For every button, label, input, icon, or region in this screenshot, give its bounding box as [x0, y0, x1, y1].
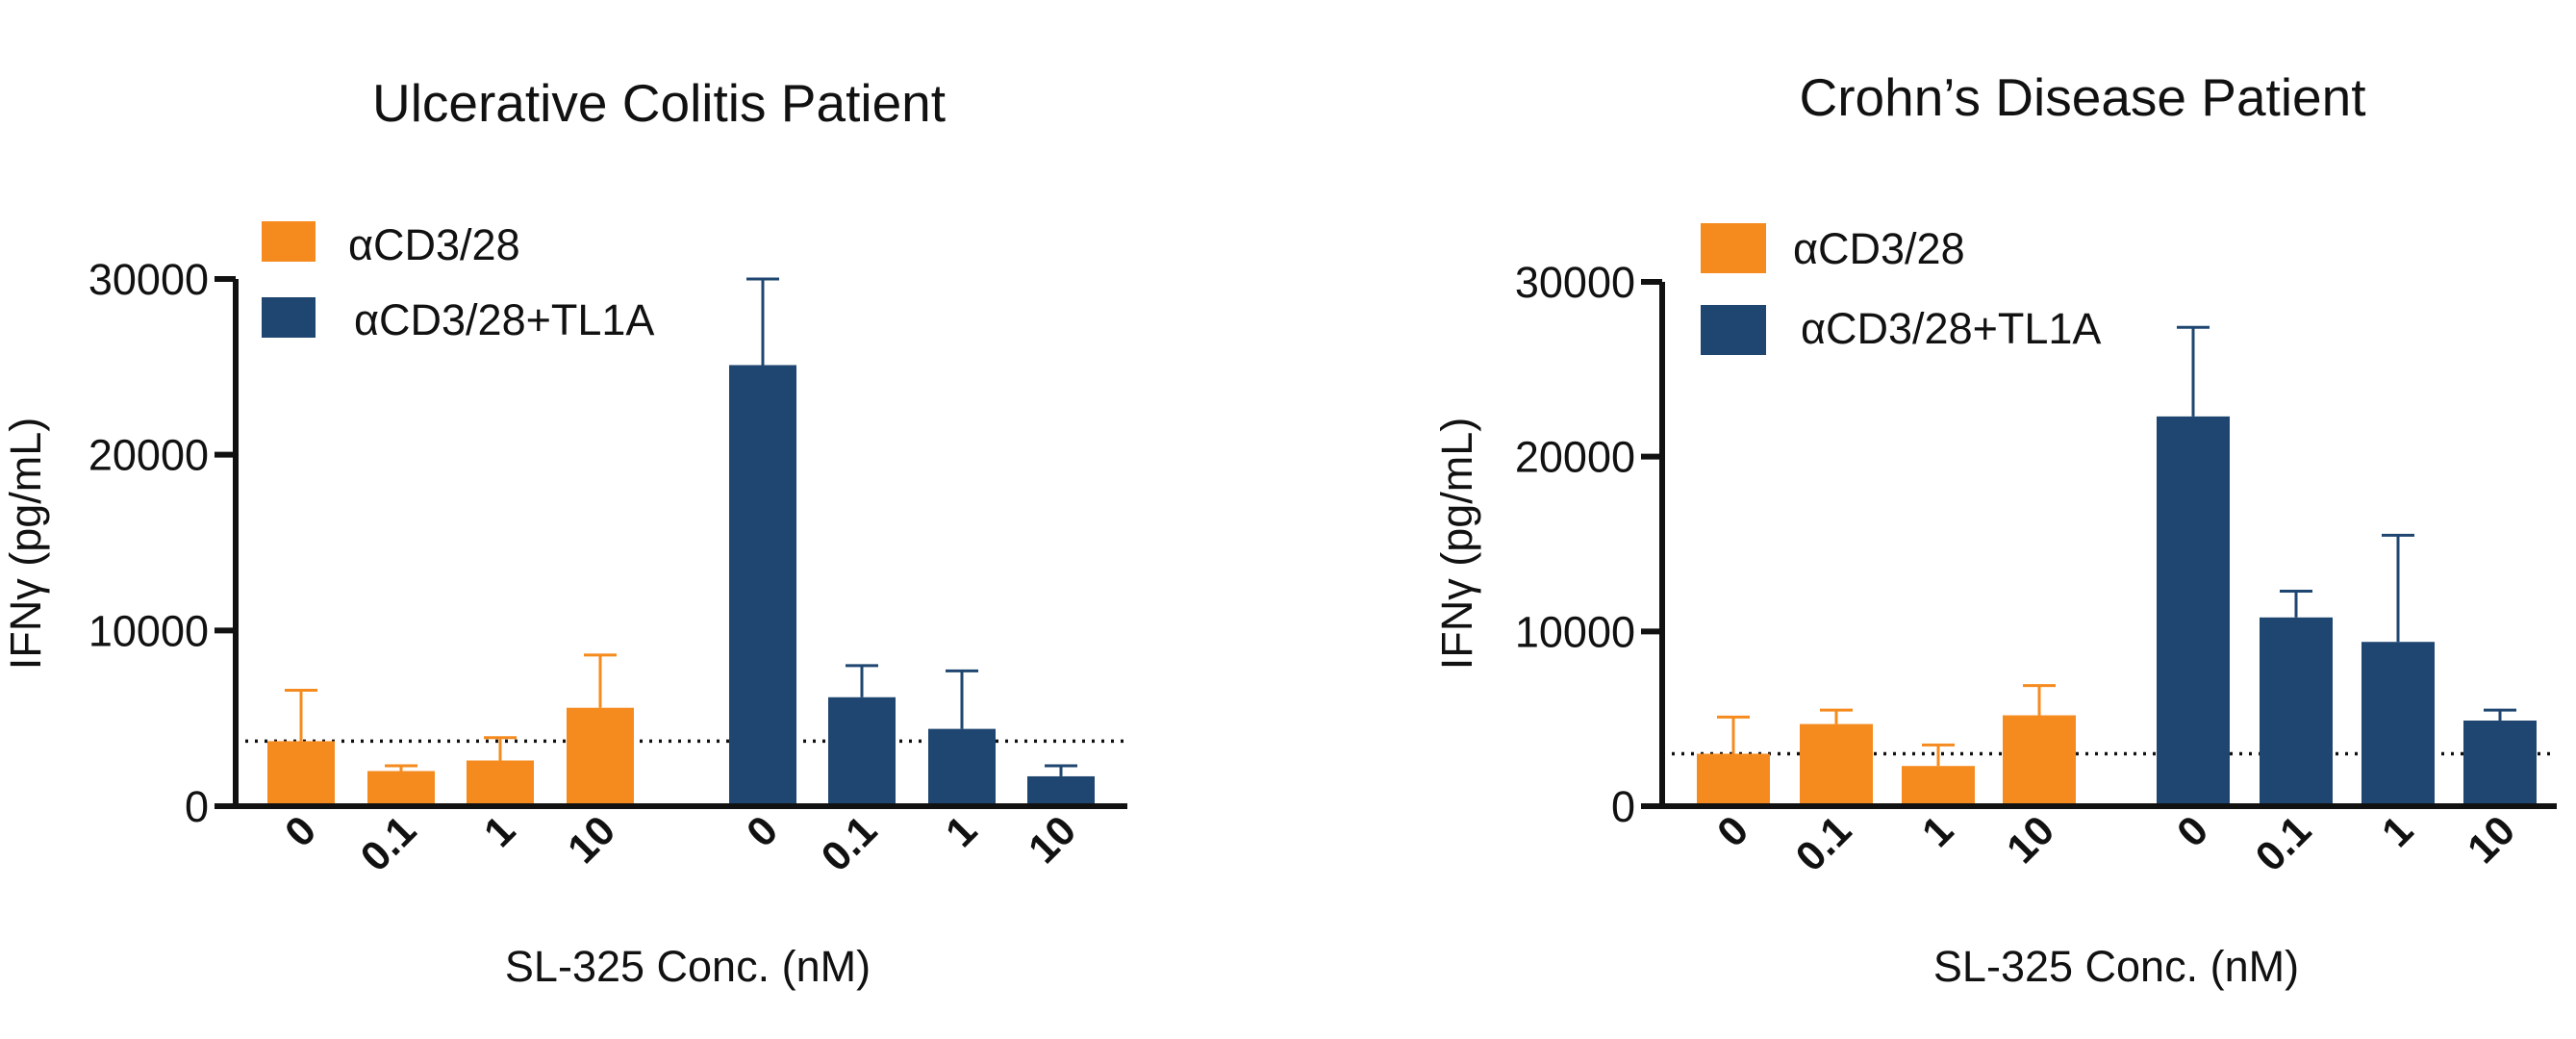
y-tick-label: 30000 [1515, 258, 1635, 307]
chart-panel-crohns-disease: Crohn’s Disease Patient IFNγ (pg/mL) SL-… [1432, 67, 2557, 991]
x-tick-label: 1 [1913, 807, 1962, 856]
y-tick-label: 30000 [88, 255, 209, 304]
y-tick-label: 0 [1611, 782, 1635, 831]
legend-swatch [262, 297, 316, 338]
x-tick-label: 1 [937, 807, 986, 856]
legend-item: αCD3/28 [262, 220, 520, 269]
x-tick-label: 10 [1998, 807, 2063, 873]
bar [1697, 753, 1770, 806]
chart-panel-ulcerative-colitis: Ulcerative Colitis Patient IFNγ (pg/mL) … [1, 73, 1127, 991]
bar [267, 741, 335, 806]
bar [567, 707, 634, 806]
x-axis-label: SL-325 Conc. (nM) [1933, 942, 2299, 991]
y-tick-label: 20000 [88, 431, 209, 480]
bar [2260, 617, 2333, 806]
y-axis-label: IFNγ (pg/mL) [1432, 418, 1481, 671]
legend-swatch [262, 221, 316, 262]
legend-swatch [1701, 305, 1766, 355]
bar [729, 365, 796, 806]
x-tick-label: 10 [2459, 807, 2524, 873]
y-axis-label: IFNγ (pg/mL) [1, 418, 50, 671]
x-tick-label: 0.1 [1787, 807, 1860, 880]
bar [1800, 723, 1873, 806]
legend-label: αCD3/28 [1793, 224, 1965, 273]
bar [928, 728, 996, 806]
x-tick-label: 0.1 [813, 807, 886, 880]
bar [1902, 766, 1975, 806]
bar [367, 771, 435, 806]
legend-label: αCD3/28+TL1A [1801, 304, 2101, 353]
y-tick-label: 10000 [1515, 607, 1635, 656]
x-tick-label: 10 [559, 807, 624, 873]
x-tick-label: 0.1 [352, 807, 425, 880]
legend-item: αCD3/28+TL1A [262, 295, 654, 344]
legend: αCD3/28 αCD3/28+TL1A [1701, 223, 2101, 355]
bar [2157, 416, 2230, 806]
y-tick-label: 0 [185, 782, 209, 831]
bar [467, 760, 534, 806]
x-tick-label: 0 [738, 807, 787, 856]
x-tick-label: 0.1 [2247, 807, 2320, 880]
bar [2003, 715, 2076, 806]
legend-label: αCD3/28 [348, 220, 520, 269]
x-tick-label: 0 [2168, 807, 2217, 856]
x-tick-label: 0 [1708, 807, 1757, 856]
bar [828, 697, 896, 806]
legend: αCD3/28 αCD3/28+TL1A [262, 220, 654, 344]
x-tick-label: 0 [276, 807, 325, 856]
legend-swatch [1701, 223, 1766, 273]
x-tick-label: 10 [1020, 807, 1085, 873]
y-tick-label: 10000 [88, 606, 209, 655]
legend-item: αCD3/28+TL1A [1701, 304, 2101, 355]
chart-title: Ulcerative Colitis Patient [372, 73, 946, 133]
chart-title: Crohn’s Disease Patient [1799, 67, 2365, 127]
x-tick-label: 1 [475, 807, 524, 856]
bar [2361, 642, 2435, 806]
legend-item: αCD3/28 [1701, 223, 1965, 273]
x-axis-label: SL-325 Conc. (nM) [505, 942, 871, 991]
bar [2463, 720, 2537, 806]
bar [1027, 775, 1095, 806]
y-tick-label: 20000 [1515, 433, 1635, 482]
plot-area: 0 0.1 1 10 0 0.1 1 10 0 10000 20000 30000 [88, 255, 1127, 880]
x-tick-label: 1 [2373, 807, 2422, 856]
legend-label: αCD3/28+TL1A [354, 295, 654, 344]
